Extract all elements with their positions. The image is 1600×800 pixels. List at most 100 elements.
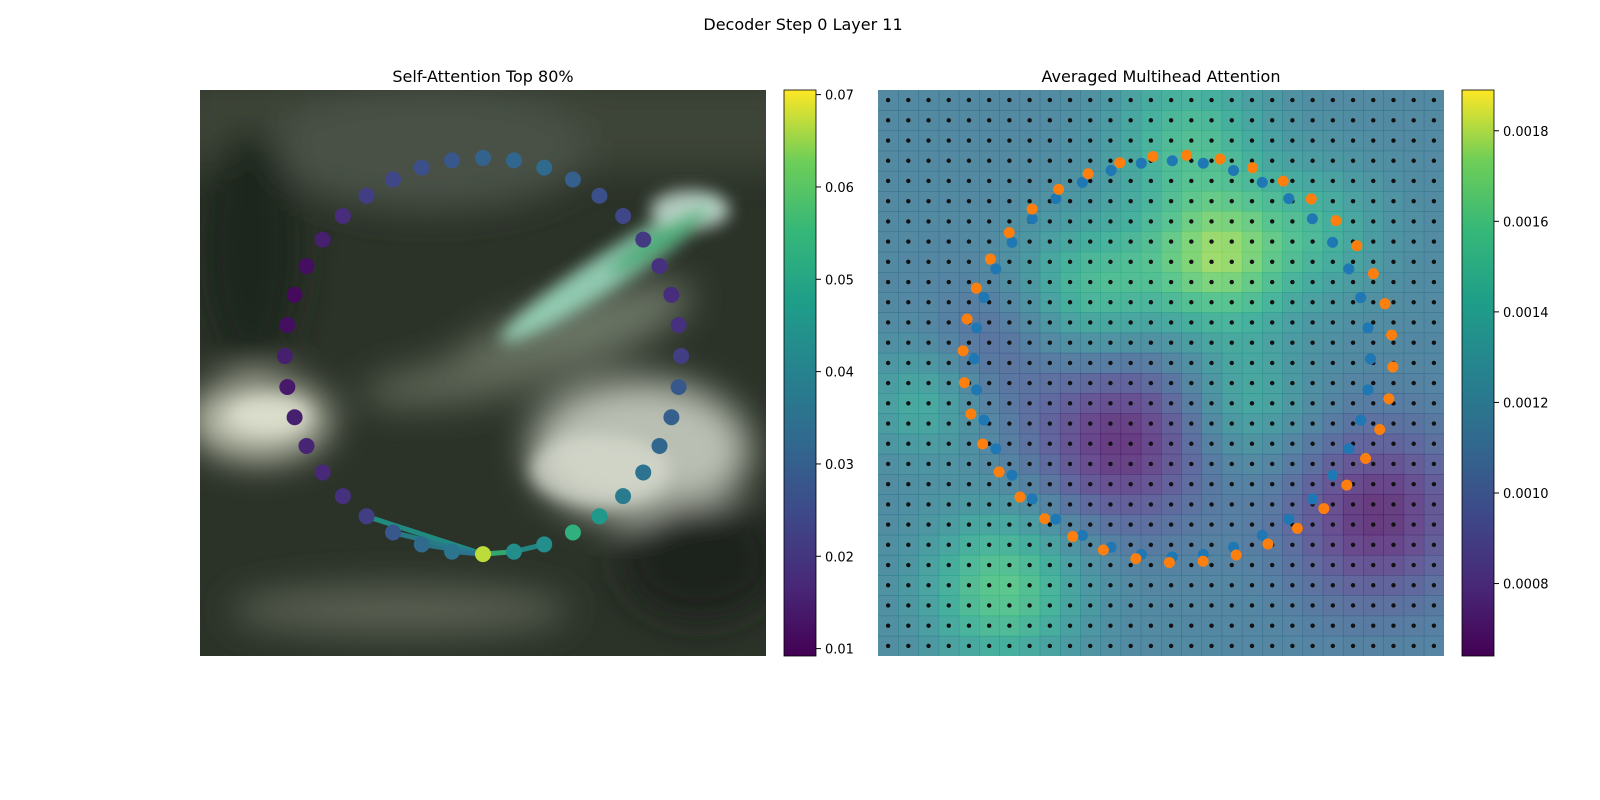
grid-dot — [906, 502, 911, 507]
grid-dot — [1330, 441, 1336, 446]
grid-dot — [1148, 603, 1154, 608]
query-point-36 — [314, 464, 331, 481]
grid-dot — [1229, 178, 1234, 184]
grid-dot — [986, 583, 992, 588]
grid-dot — [1168, 360, 1174, 366]
orange-point-34 — [1039, 513, 1051, 525]
grid-dot — [1269, 239, 1275, 244]
grid-dot — [1310, 623, 1315, 628]
grid-dot — [986, 380, 992, 386]
grid-dot — [1431, 562, 1437, 568]
grid-dot — [1088, 603, 1093, 608]
orange-point-4 — [1003, 227, 1015, 239]
grid-dot — [1209, 118, 1214, 123]
grid-dot — [906, 279, 911, 285]
grid-dot — [1088, 259, 1093, 265]
grid-dot — [1229, 118, 1234, 123]
grid-dot — [1310, 158, 1315, 163]
grid-dot — [1128, 603, 1133, 608]
grid-dot — [1148, 97, 1154, 103]
orange-point-2 — [970, 282, 982, 294]
grid-dot — [1209, 401, 1214, 406]
grid-dot — [1168, 522, 1174, 527]
grid-dot — [1007, 603, 1012, 608]
grid-dot — [946, 300, 951, 305]
grid-dot — [1027, 118, 1032, 123]
grid-dot — [1290, 340, 1295, 345]
grid-dot — [926, 340, 931, 345]
grid-dot — [1007, 118, 1012, 123]
grid-dot — [1431, 583, 1437, 588]
multihead-attention-panel: Averaged Multihead Attention 0.0008 0.001… — [878, 67, 1549, 657]
grid-dot — [1249, 562, 1255, 568]
grid-dot — [1310, 97, 1315, 103]
query-point-24 — [635, 464, 652, 481]
grid-dot — [1411, 603, 1416, 608]
grid-dot — [1290, 441, 1295, 446]
grid-dot — [1269, 481, 1275, 487]
blue-point-34 — [1050, 513, 1062, 525]
grid-dot — [1067, 583, 1073, 588]
grid-dot — [946, 421, 951, 426]
grid-dot — [1007, 198, 1012, 204]
grid-dot — [1330, 198, 1336, 204]
grid-dot — [906, 118, 911, 123]
grid-dot — [1391, 198, 1396, 204]
grid-dot — [946, 623, 951, 628]
grid-dot — [1128, 583, 1133, 588]
blue-point-7 — [1076, 176, 1088, 188]
blue-point-37 — [990, 443, 1002, 455]
grid-dot — [926, 623, 931, 628]
query-point-11 — [505, 152, 522, 169]
left-colorbar-label-3: 0.04 — [825, 366, 854, 381]
grid-dot — [1249, 583, 1255, 588]
grid-dot — [1290, 401, 1295, 406]
grid-dot — [1168, 502, 1174, 507]
grid-dot — [1007, 320, 1012, 325]
grid-dot — [1148, 421, 1154, 426]
grid-dot — [1411, 198, 1416, 204]
grid-dot — [1189, 138, 1194, 143]
grid-dot — [1290, 481, 1295, 487]
grid-dot — [1411, 97, 1416, 103]
grid-dot — [1249, 320, 1255, 325]
grid-dot — [1168, 380, 1174, 386]
grid-dot — [986, 643, 992, 649]
blue-point-15 — [1306, 213, 1318, 225]
grid-dot — [946, 97, 951, 103]
grid-dot — [1350, 340, 1356, 345]
grid-dot — [1330, 97, 1336, 103]
orange-point-1 — [961, 313, 973, 325]
query-point-33 — [385, 524, 402, 541]
grid-dot — [906, 138, 911, 143]
grid-dot — [1249, 603, 1255, 608]
grid-dot — [1027, 421, 1032, 426]
grid-dot — [1128, 380, 1133, 386]
grid-dot — [1168, 603, 1174, 608]
grid-dot — [1431, 239, 1437, 244]
grid-dot — [1269, 401, 1275, 406]
grid-dot — [1310, 603, 1315, 608]
query-point-32 — [413, 536, 430, 553]
grid-dot — [966, 401, 972, 406]
grid-dot — [1108, 623, 1113, 628]
background-image — [200, 90, 766, 656]
grid-dot — [1229, 401, 1234, 406]
grid-dot — [1128, 562, 1133, 568]
grid-dot — [906, 219, 911, 224]
grid-dot — [1229, 259, 1234, 265]
grid-dot — [1411, 441, 1416, 446]
grid-dot — [946, 198, 951, 204]
grid-dot — [1007, 279, 1012, 285]
grid-dot — [1229, 643, 1234, 649]
grid-dot — [1330, 401, 1336, 406]
grid-dot — [1148, 219, 1154, 224]
left-panel-title: Self-Attention Top 80% — [392, 67, 573, 86]
grid-dot — [1067, 239, 1073, 244]
grid-dot — [966, 219, 972, 224]
grid-dot — [1047, 219, 1053, 224]
grid-dot — [926, 279, 931, 285]
grid-dot — [946, 643, 951, 649]
grid-dot — [1391, 300, 1396, 305]
grid-dot — [1007, 643, 1012, 649]
